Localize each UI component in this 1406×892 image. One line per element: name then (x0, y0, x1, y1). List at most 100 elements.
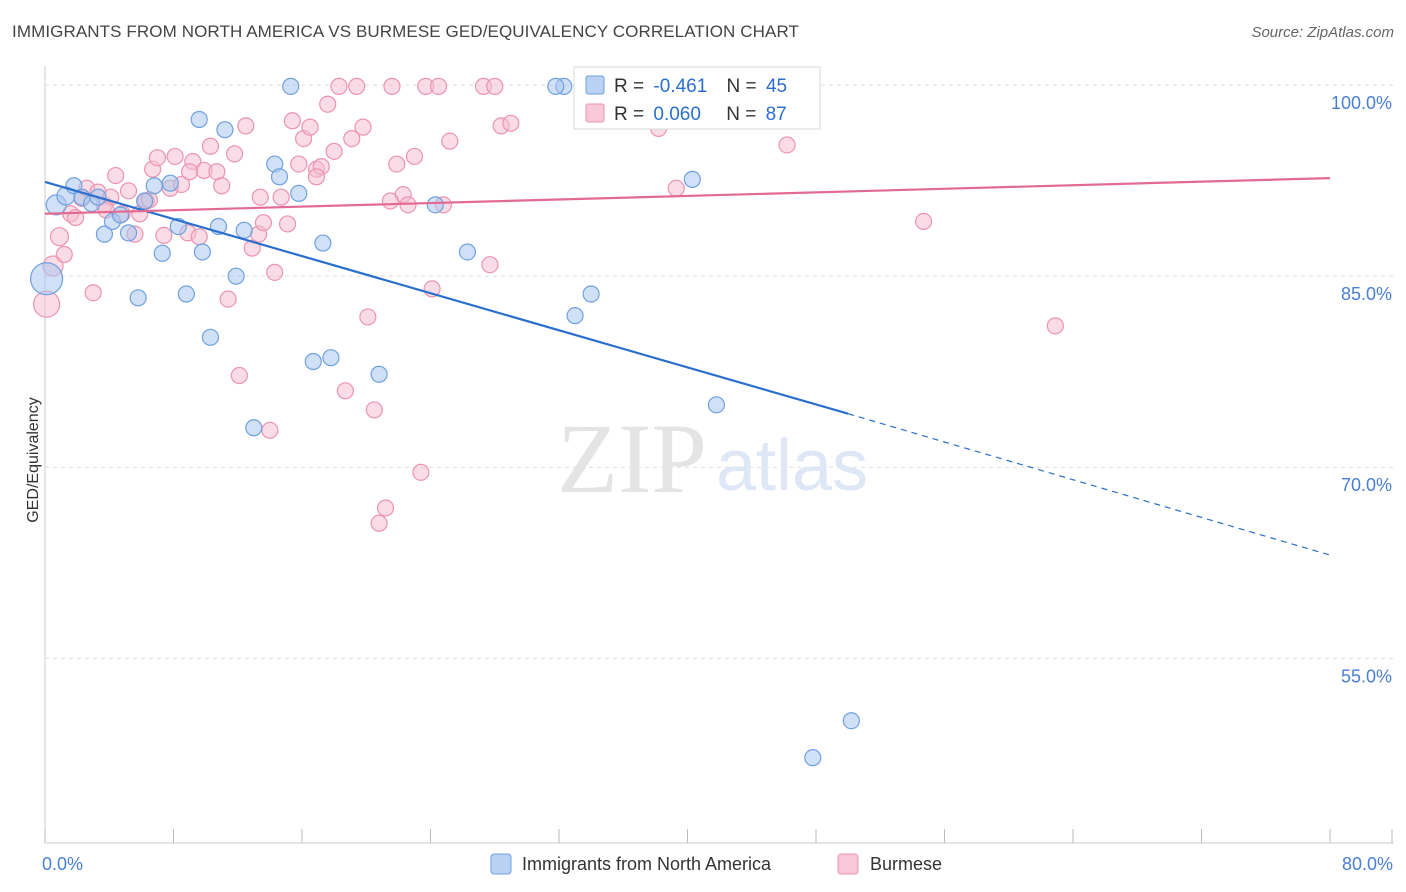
north-america-point (111, 206, 130, 224)
burmese-point (84, 284, 102, 302)
north-america-point (135, 192, 154, 210)
burmese-point (343, 130, 361, 148)
stats-legend-swatch-pink (585, 103, 605, 123)
north-america-point (290, 184, 308, 202)
axes (44, 66, 1394, 844)
y-tick-label: 85.0% (1341, 284, 1392, 304)
north-america-point (707, 396, 726, 414)
north-america-point (145, 177, 163, 195)
burmese-point (376, 499, 395, 517)
burmese-point (348, 77, 366, 95)
north-america-point (129, 289, 147, 307)
burmese-point (319, 95, 337, 113)
north-america-point (304, 352, 322, 371)
burmese-point (49, 227, 70, 247)
north-america-point (161, 174, 179, 192)
north-america-point (95, 225, 114, 243)
burmese-point (330, 77, 348, 95)
burmese-point (915, 212, 933, 230)
north-america-point (227, 267, 245, 285)
burmese-point (486, 77, 504, 95)
north-america-point (282, 77, 300, 95)
burmese-point (481, 256, 499, 274)
legend-label-burmese: Burmese (870, 854, 942, 874)
x-tick-label: 0.0% (42, 854, 83, 874)
north-america-point (314, 234, 332, 252)
burmese-point (237, 117, 255, 135)
source-credit: Source: ZipAtlas.com (1251, 24, 1394, 41)
burmese-point (381, 192, 399, 210)
svg-text:R = 0.060 N =: R = 0.060 N = 87 (614, 104, 787, 125)
burmese-trend-line (44, 176, 1331, 215)
stats-r-label-blue: R = (614, 76, 644, 97)
y-axis-label: GED/Equivalency (25, 397, 42, 522)
north-america-point (153, 244, 171, 262)
burmese-point (778, 136, 796, 154)
north-america-point (177, 285, 195, 303)
burmese-point (119, 182, 138, 200)
burmese-point (201, 137, 220, 155)
burmese-point (243, 239, 261, 257)
north-america-point (30, 262, 64, 296)
stats-n-value-blue: 45 (766, 76, 787, 97)
burmese-point (251, 188, 269, 206)
trend-lines (44, 176, 1331, 556)
burmese-point (325, 142, 343, 160)
north-america-point (216, 121, 234, 139)
burmese-point (266, 263, 284, 281)
burmese-point (441, 132, 459, 150)
stats-legend: R = -0.461 N = 45 R = 0.060 N = 87 (573, 66, 821, 130)
stats-r-value-blue: -0.461 (653, 76, 707, 97)
tick-labels: 100.0% 85.0% 70.0% 55.0% 0.0% 80.0% (42, 93, 1393, 874)
y-tick-label: 70.0% (1341, 475, 1392, 495)
burmese-point (230, 366, 248, 385)
stats-r-label-pink: R = (614, 104, 644, 125)
burmese-point (667, 179, 685, 197)
burmese-point (405, 147, 424, 166)
burmese-point (1046, 317, 1064, 335)
burmese-point (166, 147, 184, 166)
north-america-point (245, 419, 263, 437)
north-america-point (119, 224, 138, 242)
burmese-point (429, 77, 448, 95)
north-america-point (547, 77, 565, 95)
y-tick-label: 100.0% (1331, 93, 1392, 113)
stats-n-label-pink: N = (726, 104, 756, 125)
north-america-point (804, 749, 822, 767)
burmese-point (388, 155, 406, 173)
burmese-point (370, 514, 388, 532)
north-america-point (582, 285, 600, 303)
y-tick-label: 55.0% (1341, 666, 1392, 686)
burmese-point (383, 77, 401, 95)
watermark-zip: ZIP (557, 403, 707, 514)
north-america-point (370, 365, 388, 383)
north-america-point (190, 110, 208, 129)
burmese-point (365, 401, 383, 419)
burmese-point (278, 215, 297, 233)
burmese-point (219, 290, 237, 308)
burmese-point (180, 163, 199, 181)
stats-r-value-pink: 0.060 (653, 104, 701, 125)
svg-text:R = -0.461 N =: R = -0.461 N = 45 (614, 76, 787, 97)
burmese-point (412, 463, 430, 481)
grid-lines (45, 84, 1394, 659)
legend-label-north-america: Immigrants from North America (522, 854, 772, 874)
north-america-point (322, 349, 340, 367)
north-america-point (566, 307, 584, 325)
north-america-points (30, 77, 860, 767)
burmese-point (254, 214, 273, 232)
north-america-point (683, 170, 701, 188)
north-america-trend-line (44, 180, 849, 415)
watermark-atlas: atlas (716, 426, 868, 506)
burmese-points (33, 77, 1064, 532)
burmese-point (283, 112, 301, 130)
watermark: ZIP atlas (557, 403, 868, 514)
chart-title: IMMIGRANTS FROM NORTH AMERICA VS BURMESE… (12, 22, 799, 41)
north-america-point (270, 168, 289, 186)
north-america-point (235, 221, 253, 239)
stats-legend-swatch-blue (585, 75, 605, 95)
north-america-point (842, 712, 860, 730)
burmese-point (225, 145, 244, 163)
north-america-point (201, 328, 220, 346)
